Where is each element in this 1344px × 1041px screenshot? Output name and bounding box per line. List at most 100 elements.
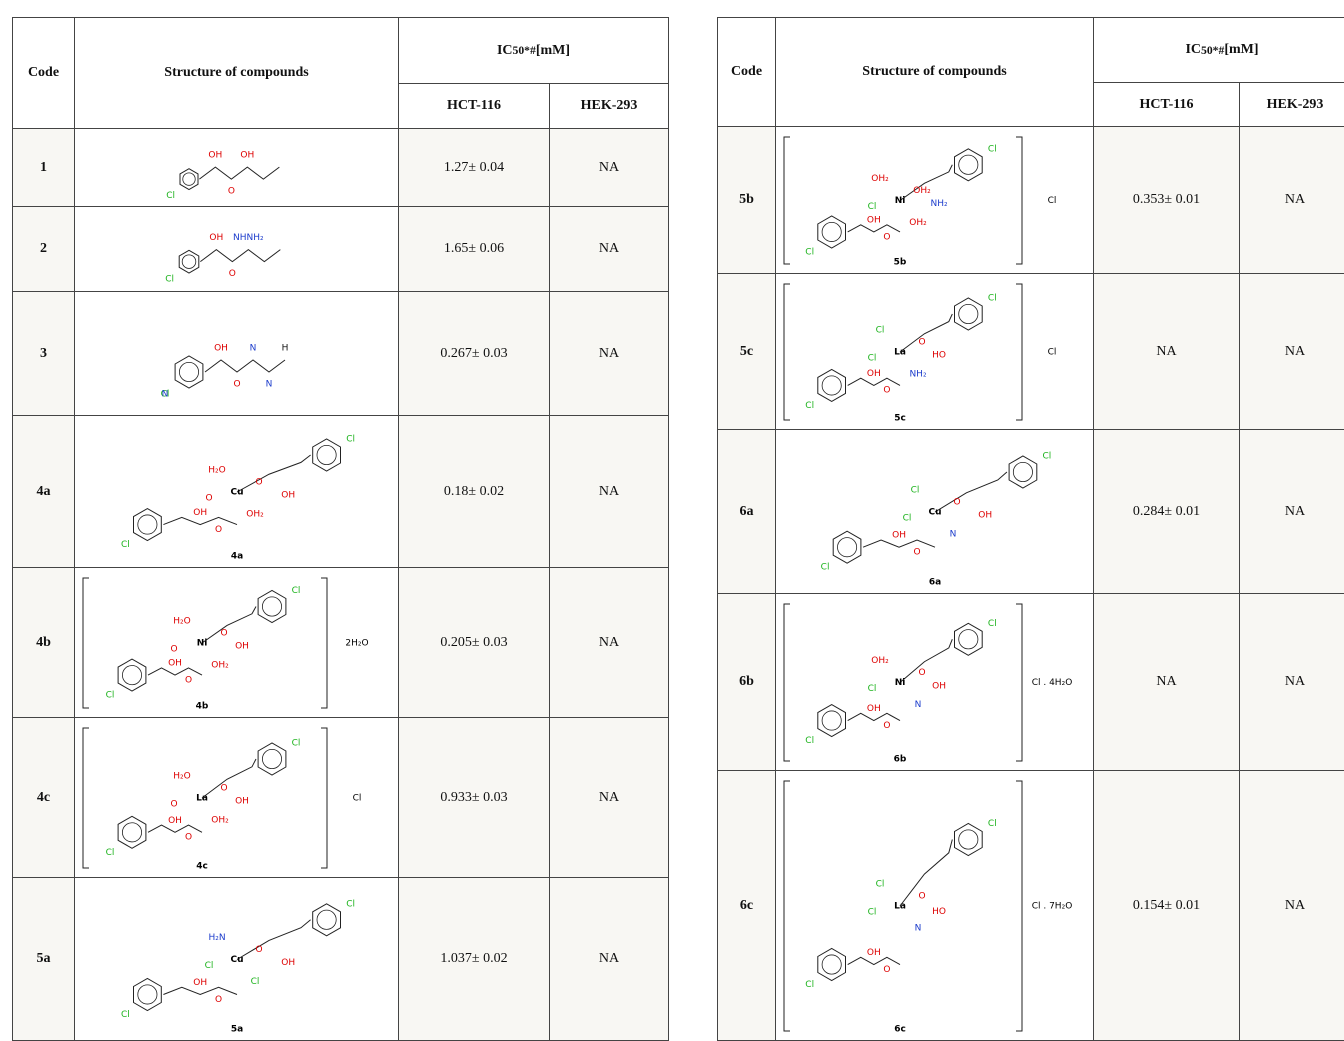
chain bbox=[237, 919, 311, 959]
text: NA bbox=[1285, 192, 1305, 208]
atom-label: Cl bbox=[867, 353, 876, 363]
code-cell: 4a bbox=[12, 415, 75, 568]
atom-label: O bbox=[883, 232, 890, 242]
atom-label: Cl bbox=[805, 400, 814, 410]
chain bbox=[847, 224, 899, 231]
value-cell: 0.154± 0.01 bbox=[1093, 770, 1240, 1041]
caption: 4a bbox=[230, 551, 242, 561]
text: NA bbox=[1285, 898, 1305, 914]
text: 4b bbox=[36, 635, 51, 651]
ring-bond bbox=[958, 155, 977, 174]
ring-bond bbox=[822, 375, 841, 394]
counter-ion: Cl . 7H₂O bbox=[1031, 901, 1072, 911]
text: NA bbox=[599, 635, 619, 651]
atom-label: Cl bbox=[121, 1009, 130, 1019]
structure: CuClOHOClClNOOHCl6a bbox=[778, 432, 1092, 592]
ring-bond bbox=[958, 829, 977, 848]
metal: La bbox=[894, 901, 906, 911]
structure-cell: CuClOHOClH₂NClOOHCl5a bbox=[74, 877, 399, 1041]
atom-label: OH bbox=[866, 948, 880, 958]
structure-cell: ClOHONNHN bbox=[74, 291, 399, 416]
caption: 5a bbox=[230, 1024, 242, 1034]
text: 0.353± 0.01 bbox=[1133, 192, 1200, 208]
atom-label: Cl bbox=[805, 736, 814, 746]
text: NA bbox=[599, 160, 619, 176]
atom-label: Cl bbox=[1042, 451, 1051, 461]
atom-label: OH bbox=[281, 490, 295, 500]
atom-label: OH bbox=[866, 368, 880, 378]
atom-label: Cl bbox=[165, 274, 174, 284]
atom-label: N bbox=[914, 700, 921, 710]
text: 1 bbox=[40, 160, 47, 176]
text: 1.037± 0.02 bbox=[440, 951, 507, 967]
chain bbox=[935, 472, 1007, 512]
text: HEK-293 bbox=[581, 98, 638, 114]
bracket bbox=[1016, 604, 1022, 761]
bracket bbox=[321, 728, 327, 868]
code-cell: 2 bbox=[12, 206, 75, 292]
atom-label: Cl bbox=[902, 513, 911, 523]
text: 2 bbox=[40, 241, 47, 257]
text: NA bbox=[1285, 674, 1305, 690]
atom-label: OH bbox=[209, 233, 223, 243]
text: 0.154± 0.01 bbox=[1133, 898, 1200, 914]
text: HCT-116 bbox=[447, 98, 501, 114]
atom-label: O bbox=[170, 799, 177, 809]
atom-label: NH₂ bbox=[930, 198, 948, 208]
atom-label: Cl bbox=[987, 618, 996, 628]
atom-label: OH bbox=[168, 815, 182, 825]
value-cell: NA bbox=[549, 877, 669, 1041]
structure: ClOHONHNH₂ bbox=[77, 209, 397, 290]
structure: CuClOHOOH₂OOH₂OOHCl4a bbox=[77, 418, 397, 566]
ring-bond bbox=[958, 629, 977, 648]
text: NA bbox=[1156, 674, 1176, 690]
metal: Ni bbox=[894, 196, 905, 206]
caption: 6a bbox=[928, 577, 940, 587]
header-cell: HEK-293 bbox=[1239, 82, 1344, 127]
atom-label: Cl bbox=[346, 899, 355, 909]
text: IC bbox=[497, 43, 513, 59]
chain bbox=[847, 378, 899, 385]
atom-label: Cl bbox=[291, 738, 300, 748]
atom-label: OH bbox=[932, 681, 946, 691]
value-cell: 0.205± 0.03 bbox=[398, 567, 550, 718]
atom-label: Cl bbox=[987, 144, 996, 154]
text: NA bbox=[1285, 504, 1305, 520]
atom-label: O bbox=[255, 945, 262, 955]
atom-label: O bbox=[953, 497, 960, 507]
chain bbox=[205, 360, 285, 372]
atom-label: N bbox=[161, 389, 168, 399]
text: 50 bbox=[513, 44, 525, 57]
bracket bbox=[784, 137, 790, 264]
header-cell: HEK-293 bbox=[549, 83, 669, 129]
bracket bbox=[1016, 137, 1022, 264]
text: NA bbox=[1285, 344, 1305, 360]
text: HCT-116 bbox=[1140, 97, 1194, 113]
ring-bond bbox=[822, 710, 841, 729]
counter-ion: Cl bbox=[1047, 196, 1056, 206]
ring-bond bbox=[822, 954, 841, 973]
atom-label: OH bbox=[235, 796, 249, 806]
chain bbox=[202, 759, 256, 798]
atom-label: Cl bbox=[204, 961, 213, 971]
text: Code bbox=[28, 65, 59, 81]
value-cell: NA bbox=[549, 128, 669, 207]
chain bbox=[863, 540, 935, 547]
value-cell: 1.27± 0.04 bbox=[398, 128, 550, 207]
atom-label: OH bbox=[235, 641, 249, 651]
chain bbox=[900, 314, 952, 352]
caption: 4b bbox=[195, 701, 208, 711]
text: HEK-293 bbox=[1267, 97, 1324, 113]
atom-label: O bbox=[883, 964, 890, 974]
code-cell: 4b bbox=[12, 567, 75, 718]
chain bbox=[200, 249, 280, 261]
atom-label: O bbox=[233, 379, 240, 389]
value-cell: NA bbox=[1093, 593, 1240, 771]
atom-label: Cl bbox=[820, 562, 829, 572]
atom-label: O bbox=[228, 269, 235, 279]
structure: LaClOHOOH₂OOH₂OOHCl4cCl bbox=[77, 720, 397, 876]
text: 0.205± 0.03 bbox=[440, 635, 507, 651]
metal: Cu bbox=[230, 487, 243, 497]
atom-label: O bbox=[220, 783, 227, 793]
